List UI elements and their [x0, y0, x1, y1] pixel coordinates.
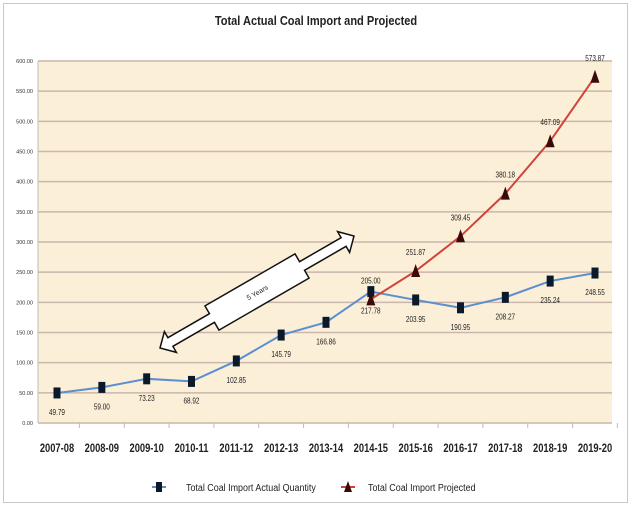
data-label: 235.24: [540, 295, 560, 305]
chart-title: Total Actual Coal Import and Projected: [215, 13, 417, 28]
y-tick-label: 450.00: [16, 150, 33, 156]
y-tick-label: 400.00: [16, 180, 33, 186]
x-tick-label: 2018-19: [533, 442, 567, 455]
data-point-triangle: [411, 264, 421, 278]
data-label: 205.00: [361, 276, 381, 286]
series-group: 49.79 59.00 73.23 68.92 102.85 145.79 166.86 21…: [49, 53, 605, 417]
y-tick-label: 200.00: [16, 300, 33, 306]
data-point-square: [53, 387, 61, 399]
legend-item-projected[interactable]: Total Coal Import Projected: [341, 481, 476, 494]
data-point-square: [143, 373, 151, 385]
legend-item-actual[interactable]: Total Coal Import Actual Quantity: [152, 482, 316, 494]
x-axis-ticks: 2007-08 2008-09 2009-10 2010-11 2011-12 2012-…: [40, 423, 618, 455]
x-tick-label: 2009-10: [130, 442, 164, 455]
data-label: 102.85: [227, 375, 247, 385]
legend-label-actual: Total Coal Import Actual Quantity: [186, 482, 316, 494]
x-tick-label: 2008-09: [85, 442, 119, 455]
five-years-arrow: 5 Years: [159, 230, 355, 354]
x-tick-label: 2010-11: [175, 442, 209, 455]
double-arrow-shape: [159, 230, 355, 354]
data-label: 380.18: [496, 170, 516, 180]
data-point-square: [322, 316, 330, 328]
data-point-square: [98, 381, 106, 393]
data-point-square: [546, 275, 554, 287]
data-label: 203.95: [406, 314, 426, 324]
square-marker-icon: [156, 482, 162, 492]
x-tick-label: 2017-18: [488, 442, 522, 455]
data-point-square: [277, 329, 285, 341]
y-tick-label: 150.00: [16, 331, 33, 337]
data-label: 467.09: [540, 117, 560, 127]
data-label: 166.86: [316, 337, 336, 347]
x-tick-label: 2007-08: [40, 442, 74, 455]
x-tick-label: 2012-13: [264, 442, 298, 455]
y-tick-label: 50.00: [19, 391, 33, 397]
series-projected: 205.00 251.87 309.45 380.18 467.09 573.87: [361, 53, 605, 306]
data-label: 217.78: [361, 306, 381, 316]
y-tick-label: 0.00: [22, 421, 33, 427]
series-line: [370, 76, 596, 301]
y-tick-label: 300.00: [16, 240, 33, 246]
legend: Total Coal Import Actual Quantity Total …: [152, 481, 476, 494]
data-label: 208.27: [496, 312, 516, 322]
data-point-triangle: [545, 134, 555, 148]
y-tick-label: 550.00: [16, 89, 33, 95]
y-tick-label: 350.00: [16, 210, 33, 216]
data-label: 190.95: [451, 322, 471, 332]
x-tick-label: 2013-14: [309, 442, 343, 455]
gridlines: [37, 60, 612, 424]
data-point-square: [232, 355, 240, 367]
data-point-square: [412, 294, 420, 306]
data-point-triangle: [456, 229, 465, 243]
data-label: 251.87: [406, 247, 426, 257]
data-label: 248.55: [585, 287, 605, 297]
data-label: 145.79: [271, 349, 291, 359]
x-tick-label: 2019-20: [578, 442, 612, 455]
x-tick-label: 2016-17: [443, 442, 477, 455]
triangle-marker-icon: [344, 481, 352, 492]
data-point-square: [591, 267, 599, 279]
data-label: 59.00: [94, 402, 110, 412]
data-label: 73.23: [139, 393, 155, 403]
y-tick-label: 100.00: [16, 361, 33, 367]
x-tick-label: 2011-12: [219, 442, 253, 455]
y-tick-label: 600.00: [16, 59, 33, 65]
data-point-triangle: [590, 69, 600, 83]
data-label: 68.92: [184, 396, 200, 406]
y-tick-label: 250.00: [16, 270, 33, 276]
y-axis-ticks: 0.00 50.00 100.00 150.00 200.00 250.00 300.00 3…: [16, 59, 33, 427]
data-label: 49.79: [49, 407, 65, 417]
data-point-square: [501, 291, 509, 303]
data-point-triangle: [500, 186, 510, 200]
legend-label-projected: Total Coal Import Projected: [368, 482, 476, 494]
data-point-square: [457, 302, 464, 314]
data-label: 309.45: [451, 213, 471, 223]
x-tick-label: 2014-15: [354, 442, 388, 455]
y-tick-label: 500.00: [16, 119, 33, 125]
data-point-square: [188, 375, 195, 387]
data-point-triangle: [366, 292, 376, 306]
data-label: 573.87: [585, 53, 605, 63]
x-tick-label: 2015-16: [399, 442, 433, 455]
data-point-square: [367, 286, 375, 298]
series-actual: 49.79 59.00 73.23 68.92 102.85 145.79 166.86 21…: [49, 267, 605, 417]
